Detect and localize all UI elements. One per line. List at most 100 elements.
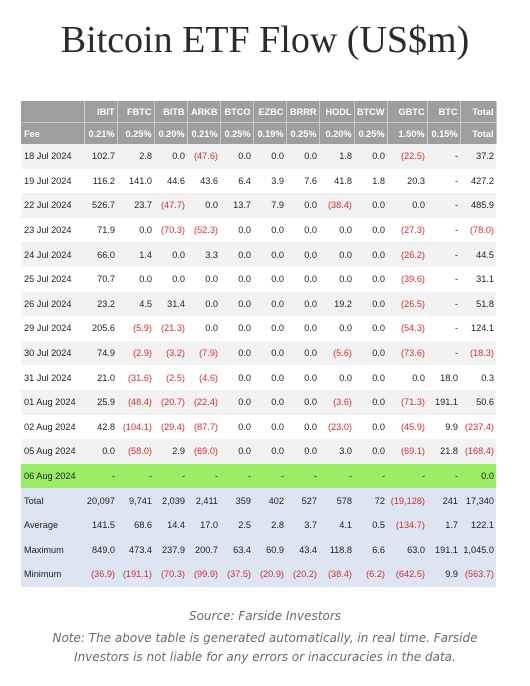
summary-cell-btco: 63.4: [220, 537, 253, 563]
flow-cell-total: (168.4): [460, 439, 496, 464]
summary-cell-btco: (37.5): [220, 562, 253, 587]
flow-cell-arkb: -: [187, 463, 220, 489]
flow-cell-hodl: 0.0: [319, 242, 354, 267]
flow-cell-btco: 0.0: [220, 144, 253, 169]
column-header-brrr: BRRR: [286, 101, 320, 123]
summary-cell-fbtc: 473.4: [117, 537, 154, 563]
flow-cell-brrr: 0.0: [286, 217, 319, 243]
table-row: 06 Aug 2024- - - - - - - - - - -0.0: [21, 463, 496, 489]
row-date: 02 Aug 2024: [21, 414, 84, 440]
flow-cell-btco: -: [220, 463, 253, 489]
summary-cell-brrr: 3.7: [286, 512, 319, 538]
flow-cell-gbtc: (39.6): [387, 266, 427, 292]
summary-cell-brrr: 43.4: [286, 537, 319, 563]
flow-cell-ezbc: 0.0: [253, 365, 286, 390]
flow-cell-arkb: 0.0: [187, 316, 220, 341]
flow-cell-hodl: 0.0: [319, 365, 354, 390]
flow-cell-btc: -: [427, 217, 460, 243]
summary-cell-bitb: 237.9: [154, 537, 187, 563]
summary-cell-bitb: (70.3): [154, 562, 187, 587]
summary-label: Average: [21, 512, 84, 538]
flow-cell-brrr: 0.0: [286, 266, 319, 292]
summary-cell-arkb: 2,411: [187, 488, 220, 513]
row-date: 06 Aug 2024: [21, 463, 84, 489]
flow-cell-bitb: (29.4): [154, 414, 187, 440]
summary-cell-ezbc: (20.9): [253, 562, 286, 587]
flow-cell-bitb: 0.0: [154, 266, 187, 292]
flow-cell-total: 124.1: [460, 316, 496, 341]
flow-cell-brrr: 0.0: [286, 291, 319, 317]
summary-cell-arkb: 17.0: [187, 512, 220, 538]
flow-cell-ibit: 70.7: [84, 266, 117, 292]
flow-cell-btcw: -: [354, 463, 387, 489]
table-row: 24 Jul 2024 66.0 1.4 0.0 3.3 0.0 0.0 0.0 0.0 0.0(…: [21, 242, 496, 267]
source-caption: Source: Farside Investors: [188, 609, 342, 623]
flow-cell-brrr: 0.0: [286, 389, 319, 415]
summary-cell-bitb: 14.4: [154, 512, 187, 538]
summary-cell-btcw: (6.2): [354, 562, 387, 587]
fee-cell-btco: 0.25%: [220, 122, 254, 144]
row-date: 29 Jul 2024: [21, 316, 84, 341]
flow-cell-fbtc: (5.9): [117, 316, 154, 341]
summary-cell-total: (563.7): [460, 562, 496, 587]
row-date: 05 Aug 2024: [21, 439, 84, 464]
flow-cell-arkb: (47.6): [187, 144, 220, 169]
flow-cell-ibit: 205.6: [84, 316, 117, 341]
flow-cell-btc: 21.8: [427, 439, 460, 464]
flow-cell-ezbc: 0.0: [253, 340, 286, 366]
row-date: 24 Jul 2024: [21, 242, 84, 267]
fee-cell-hodl: 0.20%: [319, 122, 355, 144]
fee-cell-btcw: 0.25%: [354, 122, 388, 144]
summary-cell-btc: 1.7: [427, 512, 460, 538]
column-header-ezbc: EZBC: [253, 101, 287, 123]
fee-cell-arkb: 0.21%: [187, 122, 221, 144]
flow-cell-ezbc: 0.0: [253, 389, 286, 415]
flow-cell-brrr: 0.0: [286, 365, 319, 390]
flow-cell-btc: 18.0: [427, 365, 460, 390]
flow-cell-ibit: 42.8: [84, 414, 117, 440]
flow-cell-brrr: 0.0: [286, 340, 319, 366]
flow-cell-ezbc: 3.9: [253, 168, 286, 194]
flow-cell-btc: -: [427, 316, 460, 341]
summary-cell-gbtc: (642.5): [387, 562, 427, 587]
column-header-gbtc: GBTC: [387, 101, 428, 123]
summary-cell-brrr: 527: [286, 488, 319, 513]
summary-cell-arkb: (99.9): [187, 562, 220, 587]
flow-cell-fbtc: 2.8: [117, 144, 154, 169]
summary-cell-btc: 191.1: [427, 537, 460, 563]
flow-cell-btcw: 0.0: [354, 439, 387, 464]
summary-cell-btc: 241: [427, 488, 460, 513]
flow-cell-fbtc: (104.1): [117, 414, 154, 440]
summary-cell-ibit: 141.5: [84, 512, 117, 538]
flow-cell-gbtc: (73.6): [387, 340, 427, 366]
flow-cell-gbtc: (69.1): [387, 439, 427, 464]
flow-cell-fbtc: (58.0): [117, 439, 154, 464]
summary-cell-ezbc: 402: [253, 488, 286, 513]
table-summary: Total 20,097 9,741 2,039 2,411 359 402 527 578 72…: [21, 488, 496, 587]
table-row: 25 Jul 2024 70.7 0.0 0.0 0.0 0.0 0.0 0.0 0.0 0.0(…: [21, 266, 496, 292]
flow-cell-bitb: (47.7): [154, 193, 187, 218]
fee-cell-total: Total: [460, 122, 497, 144]
flow-cell-total: 427.2: [460, 168, 496, 194]
flow-cell-btcw: 0.0: [354, 193, 387, 218]
summary-cell-total: 1,045.0: [460, 537, 496, 563]
flow-cell-arkb: (7.9): [187, 340, 220, 366]
summary-cell-ezbc: 2.8: [253, 512, 286, 538]
table-row: 19 Jul 2024 116.2 141.0 44.6 43.6 6.4 3.9 7.6 41…: [21, 168, 496, 194]
row-date: 26 Jul 2024: [21, 291, 84, 317]
flow-cell-btcw: 0.0: [354, 242, 387, 267]
flow-cell-ezbc: 7.9: [253, 193, 286, 218]
column-header-total: Total: [460, 101, 497, 123]
etf-flow-table: IBIT FBTC BITB ARKB BTCO EZBC BRRR HODL BTCW GBTC…: [21, 101, 497, 587]
flow-cell-btco: 0.0: [220, 365, 253, 390]
flow-cell-arkb: (52.3): [187, 217, 220, 243]
flow-cell-btco: 0.0: [220, 340, 253, 366]
summary-cell-btc: 9.9: [427, 562, 460, 587]
summary-cell-ibit: (36.9): [84, 562, 117, 587]
flow-cell-arkb: (69.0): [187, 439, 220, 464]
column-header-bitb: BITB: [154, 101, 188, 123]
flow-cell-ezbc: 0.0: [253, 144, 286, 169]
row-date: 23 Jul 2024: [21, 217, 84, 243]
flow-cell-gbtc: 20.3: [387, 168, 427, 194]
flow-cell-total: 0.3: [460, 365, 496, 390]
